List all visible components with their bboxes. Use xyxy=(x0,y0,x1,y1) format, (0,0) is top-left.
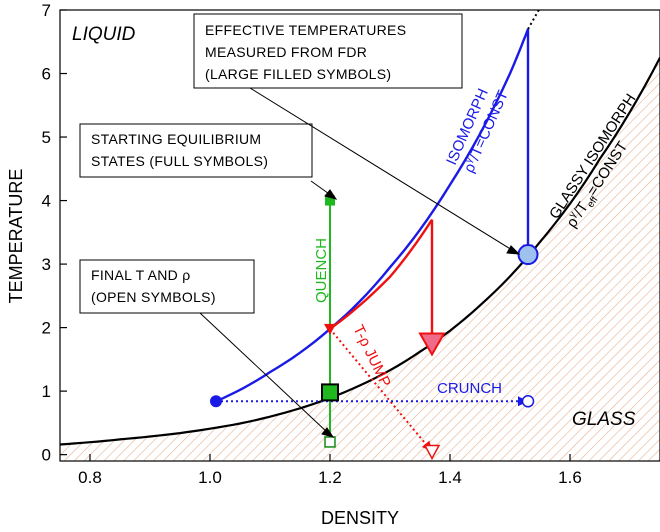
isomorph-curve xyxy=(215,28,530,403)
quench-teff-point xyxy=(321,383,339,402)
y-tick-label: 1 xyxy=(42,382,51,401)
glassy-gamma: γ xyxy=(567,210,579,220)
marker-layer xyxy=(210,195,539,461)
final-line-2: (OPEN SYMBOLS) xyxy=(91,289,216,305)
y-tick-label: 5 xyxy=(42,128,51,147)
plot-frame xyxy=(59,9,660,462)
isomorph-teff-point xyxy=(517,244,539,266)
starting-states-box: STARTING EQUILIBRIUM STATES (FULL SYMBOL… xyxy=(79,123,313,178)
y-tick-label: 6 xyxy=(42,65,51,84)
y-tick-label: 2 xyxy=(42,319,51,338)
crunch-start-point xyxy=(210,395,222,408)
isomorph-gamma: γ xyxy=(463,156,475,165)
y-axis-title: TEMPERATURE xyxy=(6,169,26,304)
tjump-end-point xyxy=(423,444,441,461)
y-tick-label: 3 xyxy=(42,255,51,274)
x-axis-title: DENSITY xyxy=(321,508,399,528)
crunch-label: CRUNCH xyxy=(437,380,502,397)
y-tick-label: 4 xyxy=(42,192,51,211)
glassy-eff: eff xyxy=(585,195,600,210)
x-tick-label: 1.6 xyxy=(558,468,582,487)
effective-line-2: MEASURED FROM FDR xyxy=(205,44,367,60)
x-tick-label: 1.4 xyxy=(438,468,462,487)
x-tick-label: 1.2 xyxy=(318,468,342,487)
quench-end-point xyxy=(324,436,336,448)
final-states-box: FINAL T AND ρ (OPEN SYMBOLS) xyxy=(79,259,255,314)
effective-line-3: (LARGE FILLED SYMBOLS) xyxy=(205,66,391,82)
y-tick-label: 7 xyxy=(42,1,51,20)
y-tick-label: 0 xyxy=(42,446,51,465)
effective-line-1: EFFECTIVE TEMPERATURES xyxy=(205,22,406,38)
isomorph-extension xyxy=(527,10,540,30)
tick-layer: 0.8 1.0 1.2 1.4 1.6 0 1 2 3 4 5 6 7 xyxy=(42,1,582,487)
tjump-teff-point xyxy=(418,332,446,357)
tjump-start-point xyxy=(324,323,336,335)
x-tick-label: 1.0 xyxy=(198,468,222,487)
quench-start-point xyxy=(325,195,335,206)
plot-area xyxy=(60,10,660,461)
tjump-up-curve xyxy=(329,218,434,330)
isomorph-label: ISOMORPH ργ/T=CONST xyxy=(443,86,512,175)
annotation-pointers xyxy=(199,87,521,438)
crunch-end-point xyxy=(521,395,535,408)
glassy-isomorph-curve xyxy=(60,57,660,446)
tjump-line xyxy=(329,328,433,453)
glass-label: GLASS xyxy=(572,409,636,430)
x-tick-label: 0.8 xyxy=(78,468,102,487)
quench-label: QUENCH xyxy=(313,238,330,303)
starting-line-1: STARTING EQUILIBRIUM xyxy=(91,131,261,147)
final-line-1: FINAL T AND ρ xyxy=(91,267,191,283)
liquid-label: LIQUID xyxy=(72,24,136,45)
effective-temperatures-box: EFFECTIVE TEMPERATURES MEASURED FROM FDR… xyxy=(193,13,463,89)
glass-region-hatch xyxy=(60,57,660,461)
starting-line-2: STATES (FULL SYMBOLS) xyxy=(91,153,268,169)
